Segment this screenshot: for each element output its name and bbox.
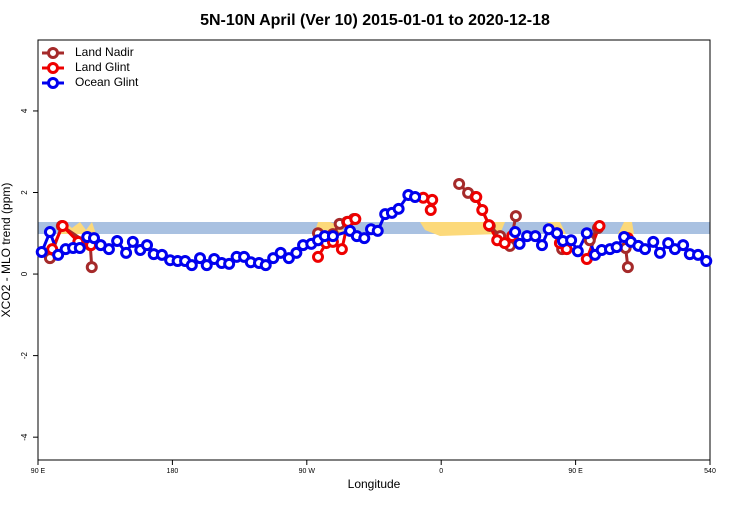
- data-point: [111, 235, 124, 248]
- data-point: [282, 252, 295, 265]
- data-point: [102, 243, 115, 256]
- data-point: [35, 246, 48, 259]
- y-tick-label: -4: [20, 433, 29, 441]
- data-point: [155, 248, 168, 261]
- x-axis-label: Longitude: [348, 477, 401, 491]
- data-point: [529, 230, 542, 243]
- data-point: [647, 235, 660, 248]
- data-point: [536, 239, 548, 252]
- data-point: [424, 204, 437, 217]
- data-point: [290, 246, 303, 259]
- data-point: [141, 239, 154, 252]
- data-point: [200, 259, 213, 272]
- data-point: [513, 237, 526, 250]
- data-point: [610, 241, 623, 254]
- y-tick-label: 4: [20, 108, 29, 113]
- x-tick-label: 90 E: [568, 468, 583, 475]
- data-point: [476, 204, 489, 217]
- data-point: [267, 252, 280, 265]
- data-point: [371, 224, 384, 237]
- y-axis-label: XCO2 - MLO trend (ppm): [0, 183, 13, 318]
- data-point: [426, 193, 439, 206]
- data-point: [312, 250, 324, 263]
- data-point: [349, 213, 362, 226]
- data-point: [392, 202, 405, 215]
- data-point: [185, 259, 198, 272]
- legend-label: Land Glint: [75, 60, 130, 74]
- data-point: [692, 248, 705, 261]
- data-point: [482, 219, 495, 232]
- data-point: [358, 232, 371, 245]
- legend-marker: [47, 62, 59, 74]
- data-point: [639, 243, 652, 256]
- y-tick-label: 0: [20, 271, 29, 276]
- data-point: [498, 237, 511, 250]
- data-point: [223, 257, 236, 270]
- data-point: [677, 239, 690, 252]
- data-point: [580, 227, 593, 240]
- legend-label: Ocean Glint: [75, 75, 139, 89]
- data-point: [194, 252, 207, 265]
- data-point: [470, 190, 483, 203]
- data-point: [52, 248, 65, 261]
- data-point: [700, 255, 713, 268]
- data-point: [56, 219, 69, 232]
- data-point: [274, 246, 287, 259]
- land-patch: [618, 222, 634, 234]
- data-point: [43, 226, 56, 239]
- data-point: [88, 232, 100, 245]
- data-point: [126, 235, 139, 248]
- data-point: [653, 246, 666, 259]
- x-tick-label: 90 W: [299, 468, 316, 475]
- data-point: [120, 246, 133, 259]
- data-point: [509, 210, 522, 223]
- data-point: [593, 219, 606, 232]
- x-tick-label: 0: [439, 468, 443, 475]
- data-point: [85, 261, 98, 274]
- chart-title: 5N-10N April (Ver 10) 2015-01-01 to 2020…: [200, 12, 550, 29]
- legend-label: Land Nadir: [75, 45, 134, 59]
- data-point: [565, 234, 578, 247]
- data-point: [259, 259, 272, 272]
- legend-marker: [47, 77, 59, 89]
- x-tick-label: 540: [704, 468, 716, 475]
- data-point: [335, 243, 348, 256]
- data-point: [509, 226, 522, 239]
- data-point: [326, 230, 339, 243]
- legend-marker: [47, 47, 59, 59]
- data-point: [571, 245, 584, 258]
- data-point: [621, 261, 634, 274]
- x-tick-label: 180: [167, 468, 179, 475]
- y-tick-label: -2: [20, 352, 29, 360]
- y-tick-label: 2: [20, 190, 29, 195]
- data-point: [73, 241, 86, 254]
- data-point: [453, 177, 466, 190]
- data-point: [550, 227, 563, 240]
- x-tick-label: 90 E: [31, 468, 46, 475]
- data-point: [409, 190, 422, 203]
